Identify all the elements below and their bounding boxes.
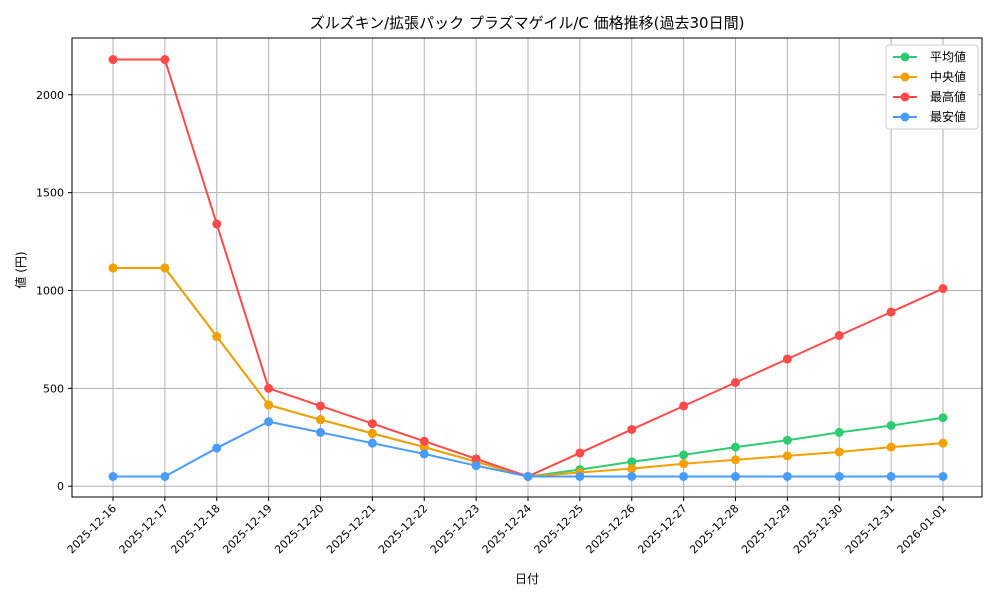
x-tick-label: 2025-12-29 xyxy=(739,502,793,556)
legend-marker xyxy=(900,72,910,82)
data-point xyxy=(938,471,948,481)
legend-label: 中央値 xyxy=(930,69,966,84)
data-point xyxy=(523,471,533,481)
data-point xyxy=(575,448,585,458)
data-point xyxy=(782,354,792,364)
data-point xyxy=(679,459,689,469)
y-tick-label: 500 xyxy=(43,382,64,395)
y-tick-label: 1000 xyxy=(36,284,64,297)
data-point xyxy=(886,421,896,431)
data-point xyxy=(419,449,429,459)
data-point xyxy=(731,442,740,452)
data-point xyxy=(834,447,844,457)
data-point xyxy=(679,450,689,460)
data-point xyxy=(108,471,118,481)
data-point xyxy=(938,413,948,423)
data-point xyxy=(938,438,948,448)
data-point xyxy=(731,377,740,387)
x-tick-label: 2025-12-24 xyxy=(480,502,534,556)
x-tick-label: 2025-12-22 xyxy=(376,502,430,556)
data-point xyxy=(264,383,274,393)
data-point xyxy=(316,415,325,425)
data-point xyxy=(212,219,222,229)
data-point xyxy=(782,471,792,481)
data-point xyxy=(886,307,896,317)
data-point xyxy=(419,436,429,446)
data-point xyxy=(731,455,740,465)
data-point xyxy=(627,457,637,467)
data-point xyxy=(471,454,481,464)
x-tick-label: 2025-12-27 xyxy=(635,502,689,556)
y-tick-label: 0 xyxy=(57,480,64,493)
y-tick-label: 2000 xyxy=(36,89,64,102)
x-tick-label: 2026-01-01 xyxy=(895,502,949,556)
data-point xyxy=(627,424,637,434)
legend-marker xyxy=(900,52,910,62)
x-tick-label: 2025-12-31 xyxy=(843,502,897,556)
x-tick-label: 2025-12-28 xyxy=(687,502,741,556)
data-point xyxy=(938,284,948,294)
data-point xyxy=(782,435,792,445)
legend-label: 最高値 xyxy=(930,89,966,104)
data-point xyxy=(367,438,377,448)
x-tick-label: 2025-12-23 xyxy=(428,502,482,556)
plot-frame xyxy=(71,37,983,498)
legend-label: 平均値 xyxy=(930,49,966,64)
chart-title: ズルズキン/拡張パック プラズマゲイル/C 価格推移(過去30日間) xyxy=(310,14,745,32)
data-point xyxy=(679,471,689,481)
legend-marker xyxy=(900,92,910,102)
y-axis-label: 値 (円) xyxy=(13,251,28,288)
data-point xyxy=(108,55,118,65)
series-group xyxy=(108,55,948,481)
data-point xyxy=(471,461,481,471)
data-point xyxy=(316,401,325,411)
x-tick-label: 2025-12-21 xyxy=(324,502,378,556)
data-point xyxy=(212,443,222,453)
data-point xyxy=(367,419,377,429)
data-point xyxy=(782,451,792,461)
x-tick-label: 2025-12-30 xyxy=(791,502,845,556)
data-point xyxy=(834,427,844,437)
data-point xyxy=(627,464,637,474)
data-point xyxy=(627,471,637,481)
data-point xyxy=(316,427,325,437)
legend-label: 最安値 xyxy=(930,109,966,124)
data-point xyxy=(834,331,844,341)
legend-marker xyxy=(900,112,910,122)
x-tick-label: 2025-12-19 xyxy=(220,502,274,556)
x-tick-label: 2025-12-26 xyxy=(583,502,637,556)
data-point xyxy=(160,263,170,273)
data-point xyxy=(264,400,274,410)
data-point xyxy=(575,471,585,481)
data-point xyxy=(367,428,377,438)
data-point xyxy=(108,263,118,273)
legend-box xyxy=(885,44,979,130)
x-tick-label: 2025-12-17 xyxy=(117,502,171,556)
data-point xyxy=(160,55,170,65)
x-tick-label: 2025-12-16 xyxy=(65,502,119,556)
x-tick-label: 2025-12-18 xyxy=(168,502,222,556)
grid xyxy=(72,38,982,497)
y-tick-label: 1500 xyxy=(36,187,64,200)
data-point xyxy=(834,471,844,481)
data-point xyxy=(886,442,896,452)
x-tick-label: 2025-12-20 xyxy=(272,502,326,556)
data-point xyxy=(264,417,274,427)
x-tick-label: 2025-12-25 xyxy=(532,502,586,556)
data-point xyxy=(731,471,740,481)
data-point xyxy=(886,471,896,481)
series-最安値 xyxy=(108,417,948,481)
data-point xyxy=(679,401,689,411)
data-point xyxy=(212,331,222,341)
x-axis-label: 日付 xyxy=(515,572,539,586)
data-point xyxy=(160,471,170,481)
